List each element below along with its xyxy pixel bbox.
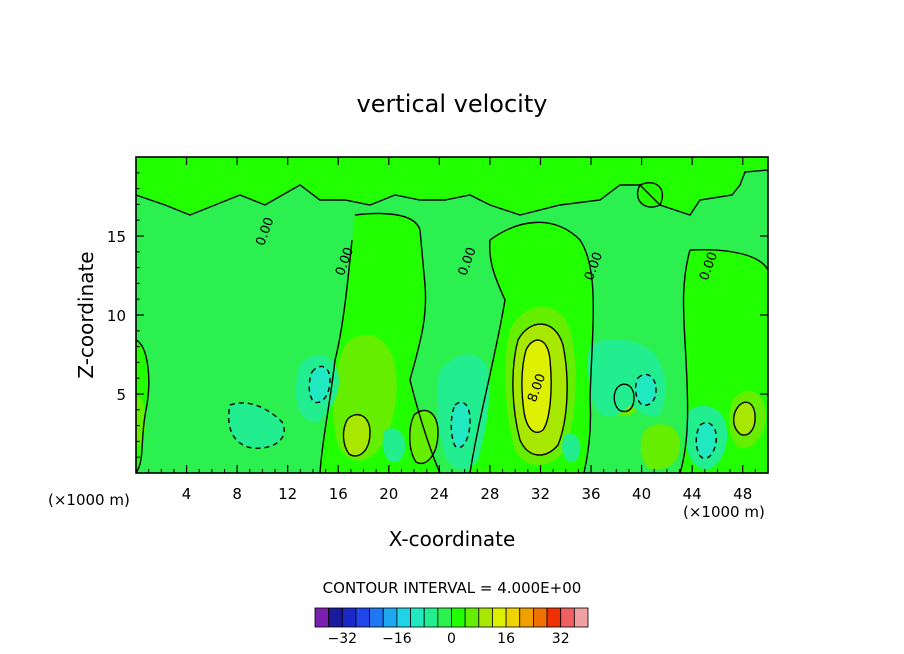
colorbar-swatch (423, 607, 439, 628)
x-tick-label: 40 (632, 485, 651, 503)
y-axis-ticks: 5 10 15 (107, 172, 768, 458)
contour-zero-col2 (489, 221, 594, 473)
region-negative-core-b (451, 402, 470, 448)
colorbar-swatch (355, 607, 371, 628)
colorbar-tick-label: 0 (447, 631, 456, 647)
colorbar-swatch (519, 607, 534, 628)
x-tick-label: 20 (379, 485, 398, 503)
x-tick-label: 44 (683, 485, 702, 503)
colorbar-tick-label: −32 (328, 631, 358, 647)
x-tick-label: 32 (531, 485, 550, 503)
colorbar-swatch (573, 607, 589, 628)
colorbar-swatch (451, 607, 466, 628)
colorbar (314, 607, 589, 628)
colorbar-swatch (382, 607, 398, 628)
contour-zero-blob (636, 182, 664, 208)
colorbar-swatch (328, 607, 343, 628)
contour-zero-col1 (354, 212, 441, 473)
region-negative-g (562, 433, 581, 463)
contour-8-c (732, 401, 756, 436)
x-tick-label: 8 (232, 485, 242, 503)
contour-neg-c (450, 401, 471, 449)
region-positive-0-4-top (136, 157, 768, 215)
contour-neg-e (634, 373, 657, 406)
x-axis-title: X-coordinate (389, 527, 516, 551)
region-negative-core-d (635, 374, 656, 406)
contour-8-core (512, 323, 568, 456)
x-tick-label: 12 (278, 485, 297, 503)
colorbar-tick-label: −16 (382, 631, 412, 647)
colorbar-swatch (396, 607, 411, 628)
contour-12-core (521, 339, 552, 433)
plot-area: 0.000.00 0.00 0.00 0.008.00 (136, 157, 768, 473)
contour-4-f (409, 409, 439, 465)
x-tick-label: 4 (182, 485, 192, 503)
colorbar-tick-label: 32 (552, 631, 570, 647)
colorbar-swatch (546, 607, 562, 628)
region-positive-12-16 (521, 340, 552, 433)
colorbar-swatch (505, 607, 521, 628)
y-tick-label: 5 (116, 386, 126, 404)
colorbar-swatch (464, 607, 480, 628)
colorbar-tick-label: 16 (497, 631, 515, 647)
chart-title: vertical velocity (357, 90, 548, 118)
contour-zero-col1-left (319, 239, 353, 473)
contour-interval-text: CONTOUR INTERVAL = 4.000E+00 (323, 579, 582, 597)
y-tick-label: 15 (107, 228, 126, 246)
region-negative-core-c (696, 422, 717, 459)
colorbar-swatch (410, 607, 425, 628)
colorbar-tick-labels: −32 −16 0 16 32 (328, 631, 570, 647)
contour-zero-left (136, 339, 150, 473)
region-negative-a (228, 402, 285, 449)
contour-zero-col3-left (679, 249, 691, 473)
contour-neg-a (228, 402, 285, 449)
colorbar-swatch (533, 607, 548, 628)
colorbar-swatch (478, 607, 493, 628)
x-tick-label: 24 (430, 485, 449, 503)
y-tick-label: 10 (107, 307, 126, 325)
contour-zero-col2-left (469, 239, 506, 473)
x-tick-label: 36 (581, 485, 600, 503)
contour-8-b (613, 383, 635, 413)
contour-8-a (342, 413, 371, 457)
colorbar-swatch (437, 607, 452, 628)
region-positive-4-8-d (640, 424, 680, 470)
x-tick-label: 48 (733, 485, 752, 503)
y-axis-title: Z-coordinate (74, 251, 98, 378)
contour-zero-top (136, 169, 768, 216)
x-axis-ticks: 4 8 12 16 20 24 28 32 36 40 44 48 (148, 157, 756, 503)
region-negative-core-a (309, 366, 330, 403)
contour-neg-d (695, 422, 717, 460)
region-positive-8-12-b (343, 414, 370, 456)
colorbar-swatch (492, 607, 507, 628)
colorbar-swatch (314, 607, 330, 628)
x-tick-label: 28 (480, 485, 499, 503)
contour-zero-col3 (689, 248, 768, 271)
contour-lines (136, 169, 768, 473)
colorbar-swatch (369, 607, 384, 628)
region-positive-8-12-d (733, 402, 756, 436)
x-unit-left: (×1000 m) (48, 491, 130, 509)
contour-neg-b (308, 365, 331, 404)
x-unit-right: (×1000 m) (683, 503, 765, 521)
colorbar-swatch (560, 607, 575, 628)
x-tick-label: 16 (329, 485, 348, 503)
colorbar-swatch (341, 607, 357, 628)
region-negative-f (382, 428, 405, 463)
